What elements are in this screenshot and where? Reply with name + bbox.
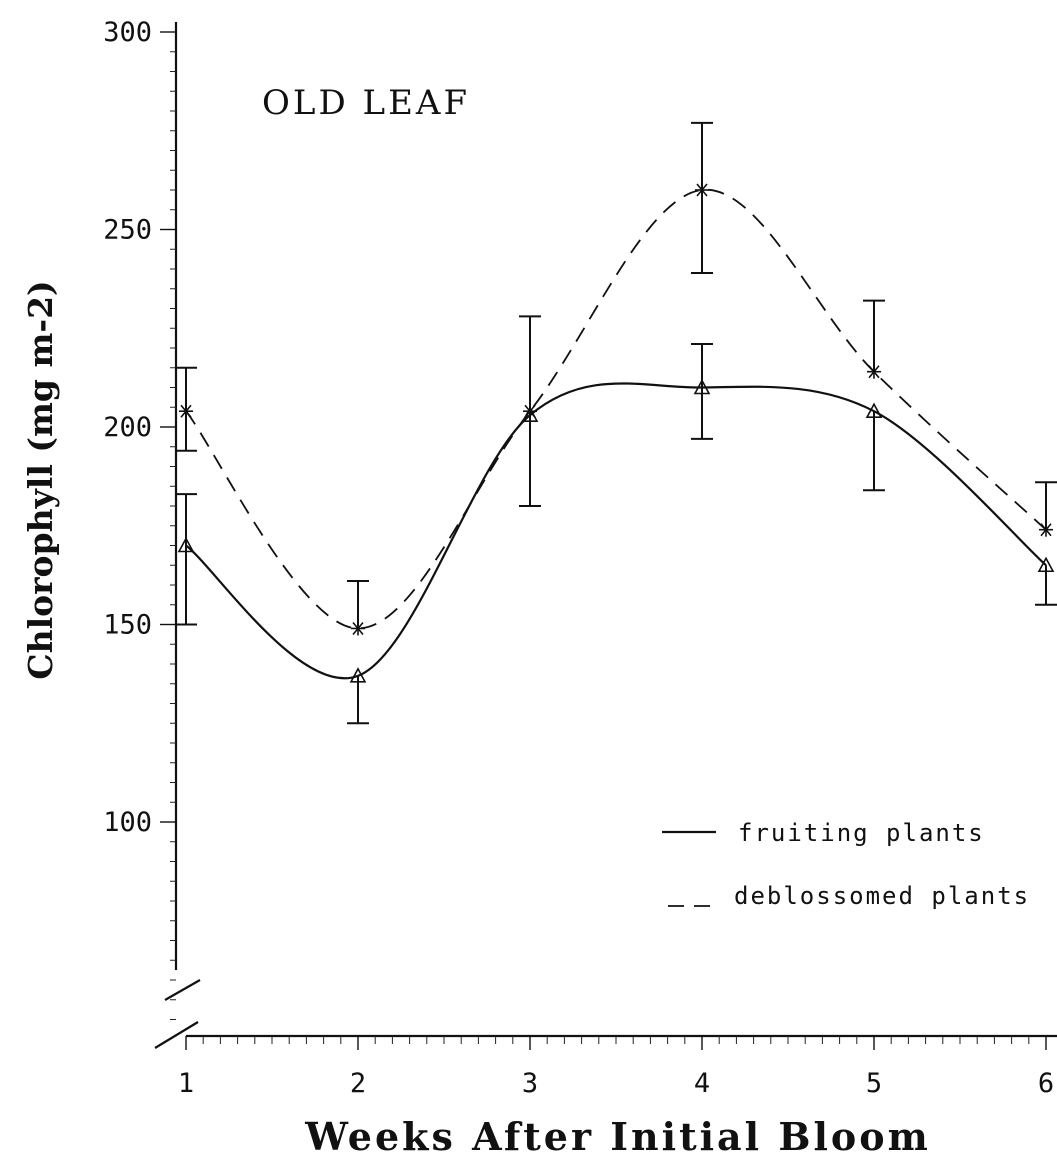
series-curves bbox=[185, 189, 1047, 680]
axis-break-mark-upper bbox=[164, 979, 201, 1001]
deblossomed-asterisk-marker bbox=[179, 404, 193, 419]
x-axis-title: Weeks After Initial Bloom bbox=[304, 1114, 931, 1159]
y-tick-label: 300 bbox=[103, 17, 152, 48]
axis-break-mark-lower bbox=[154, 1021, 199, 1049]
legend-label-deblossomed: deblossomed plants bbox=[734, 882, 1030, 910]
deblossomed-asterisk-marker bbox=[1039, 522, 1053, 537]
chart-title: OLD LEAF bbox=[262, 83, 470, 123]
x-tick-label: 6 bbox=[1038, 1068, 1054, 1099]
deblossomed-asterisk-marker bbox=[351, 621, 365, 636]
y-tick-label: 250 bbox=[103, 215, 152, 246]
deblossomed-series-curve bbox=[185, 189, 1047, 630]
x-tick-label: 4 bbox=[694, 1068, 710, 1099]
y-ticks: 100 150 200 250 300 bbox=[103, 17, 176, 1020]
fruiting-triangle-marker bbox=[177, 536, 195, 553]
fruiting-triangle-marker bbox=[1037, 556, 1055, 573]
axes bbox=[154, 22, 1057, 1049]
y-tick-label: 200 bbox=[103, 412, 152, 443]
fruiting-series-curve bbox=[185, 382, 1047, 680]
series-markers bbox=[177, 183, 1055, 683]
deblossomed-asterisk-marker bbox=[523, 404, 537, 419]
x-tick-label: 1 bbox=[178, 1068, 194, 1099]
y-tick-label: 100 bbox=[103, 807, 152, 838]
fruiting-triangle-marker bbox=[349, 667, 367, 683]
fruiting-triangle-marker bbox=[693, 378, 711, 395]
x-ticks: 1 2 3 4 5 6 bbox=[178, 1036, 1054, 1099]
error-bars bbox=[175, 121, 1057, 725]
x-tick-label: 2 bbox=[350, 1068, 366, 1099]
deblossomed-asterisk-marker bbox=[867, 364, 881, 379]
x-tick-label: 5 bbox=[866, 1068, 882, 1099]
x-tick-label: 3 bbox=[522, 1068, 538, 1099]
fruiting-triangle-marker bbox=[865, 402, 883, 418]
legend-label-fruiting: fruiting plants bbox=[738, 819, 985, 847]
y-tick-label: 150 bbox=[103, 610, 152, 641]
deblossomed-asterisk-marker bbox=[695, 183, 709, 197]
legend: fruiting plants deblossomed plants bbox=[662, 819, 1030, 910]
y-axis-title: Chlorophyll (mg m-2) bbox=[21, 280, 60, 679]
